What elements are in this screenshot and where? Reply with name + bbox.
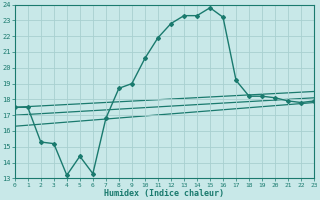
X-axis label: Humidex (Indice chaleur): Humidex (Indice chaleur) bbox=[104, 189, 224, 198]
